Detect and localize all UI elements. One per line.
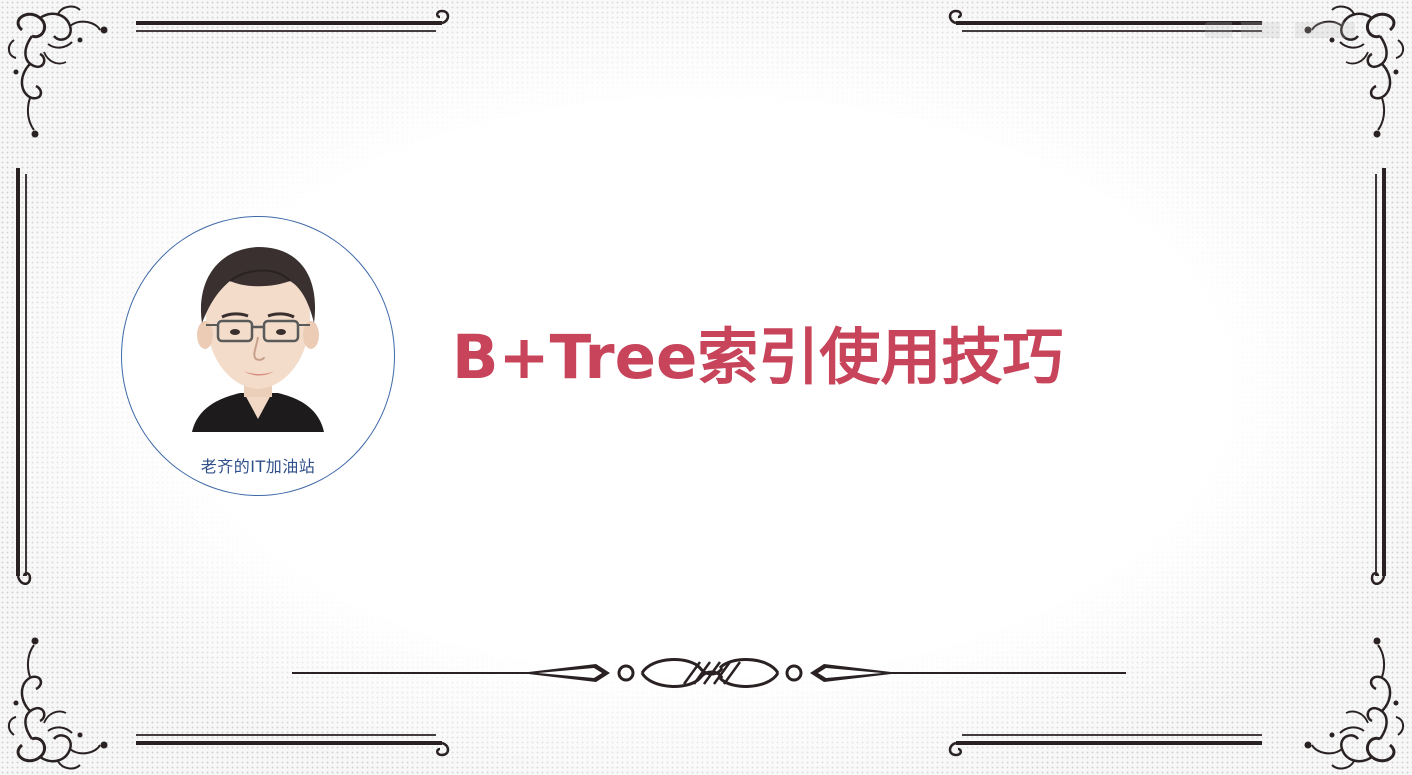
avatar-caption: 老齐的IT加油站 <box>200 457 316 476</box>
right-side-bar <box>1370 166 1386 586</box>
left-side-bar <box>16 166 32 586</box>
slide-title: B+Tree索引使用技巧 <box>452 322 1064 393</box>
watermark <box>1205 22 1355 38</box>
avatar: 老齐的IT加油站 <box>121 216 395 496</box>
bottom-left-bar <box>134 733 450 757</box>
caricature-portrait-icon <box>192 247 324 432</box>
corner-bottom-right-icon <box>1303 636 1405 770</box>
bottom-right-bar <box>948 733 1264 757</box>
corner-top-left-icon <box>7 5 110 139</box>
scroll-divider-icon <box>292 658 1126 688</box>
corner-bottom-left-icon <box>7 636 110 770</box>
top-left-bar <box>134 9 450 33</box>
